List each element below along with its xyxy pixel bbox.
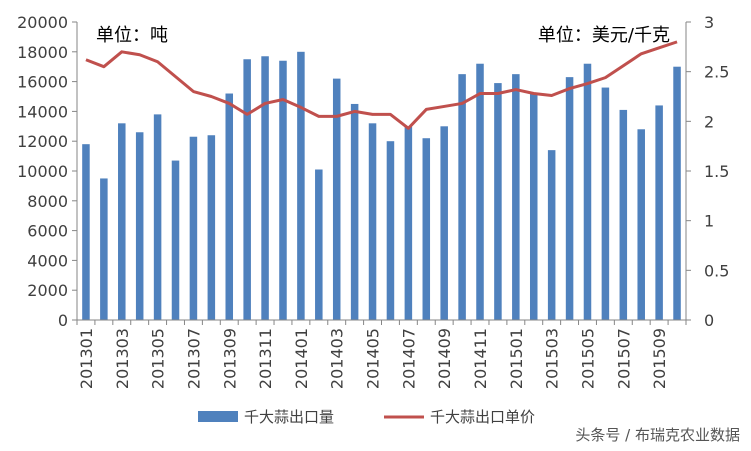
left-y-tick-label: 14000 [17,102,68,121]
bar-201411 [476,63,484,320]
left-y-tick-label: 20000 [17,13,68,32]
bar-201403 [332,78,341,321]
left-y-tick-label: 12000 [17,132,68,151]
bar-201402 [315,169,323,320]
bar-201510 [673,66,681,320]
bar-201304 [135,132,144,320]
bar-201309 [225,93,234,321]
bar-201502 [529,93,538,321]
right-y-tick-label: 2 [704,112,714,131]
right-y-tick-labels: 0 0.5 1 1.5 2 2.5 3 [704,13,729,330]
left-y-tick-label: 8000 [27,192,68,211]
bar-201410 [458,74,466,321]
bar-201401 [297,51,305,321]
right-y-tick-label: 1 [704,212,714,231]
unit-price-line [85,40,678,130]
right-y-tick-label: 3 [704,13,714,32]
x-tick-label: 201305 [149,328,168,389]
legend-line-label: 千大蒜出口单价 [430,408,535,426]
bar-201307 [189,136,198,320]
right-y-tick-label: 2.5 [704,63,729,82]
bar-201312 [279,60,287,321]
x-tick-label: 201409 [435,328,454,389]
bar-201404 [350,103,359,320]
legend-bar-swatch [198,411,238,422]
right-axis-unit-label: 单位：美元/千克 [538,25,670,46]
line-series [85,40,678,130]
left-y-tick-label: 0 [58,311,68,330]
right-y-tick-label: 0 [704,311,714,330]
bar-201409 [440,126,448,320]
left-y-tick-label: 10000 [17,162,68,181]
x-tick-label: 201507 [614,328,633,389]
bar-201406 [386,141,395,320]
bar-201501 [512,74,520,321]
bar-series [82,51,681,321]
x-tick-label: 201311 [256,328,275,389]
bar-201407 [404,126,413,320]
bar-201506 [601,87,610,320]
x-tick-label: 201309 [220,328,239,389]
bar-201508 [637,129,645,320]
bar-201310 [243,59,251,320]
bar-201507 [619,109,628,320]
bar-201504 [565,77,574,320]
watermark: 头条号 / 布瑞克农业数据 [575,426,740,444]
left-y-tick-label: 4000 [27,251,68,270]
x-tick-label: 201407 [399,328,418,389]
x-tick-label: 201307 [184,328,203,389]
x-tick-labels: 201301 201303 201305 201307 201309 201311 2014… [77,328,669,389]
bar-201306 [171,160,180,320]
x-tick-label: 201401 [292,328,311,389]
left-y-tick-label: 2000 [27,281,68,300]
bar-201308 [207,135,216,320]
right-y-tick-label: 1.5 [704,162,729,181]
bar-201412 [494,83,502,320]
bar-201305 [153,114,162,320]
bar-201509 [655,105,663,320]
x-tick-label: 201301 [77,328,96,389]
bar-201303 [118,123,126,320]
bar-201505 [583,63,592,320]
left-axis-unit-label: 单位：吨 [96,25,168,46]
axes [72,21,691,325]
bar-201408 [422,138,431,320]
left-y-tick-labels: 0 2000 4000 6000 8000 10000 12000 14000 16000 180… [17,13,68,330]
legend-bar-label: 千大蒜出口量 [244,408,334,426]
left-y-tick-label: 18000 [17,43,68,62]
legend: 千大蒜出口量 千大蒜出口单价 [198,408,535,426]
bar-201301 [82,144,90,320]
left-y-tick-label: 16000 [17,73,68,92]
left-y-tick-label: 6000 [27,222,68,241]
bar-201405 [368,123,377,320]
x-tick-label: 201509 [650,328,669,389]
x-tick-label: 201501 [507,328,526,389]
x-tick-label: 201303 [113,328,132,389]
bar-201311 [261,56,269,321]
x-tick-label: 201405 [364,328,383,389]
x-tick-label: 201503 [543,328,562,389]
x-tick-label: 201505 [578,328,597,389]
bar-201302 [100,178,108,320]
x-tick-label: 201411 [471,328,490,389]
right-y-tick-label: 0.5 [704,261,729,280]
x-tick-label: 201403 [328,328,347,389]
bar-201503 [547,150,556,320]
